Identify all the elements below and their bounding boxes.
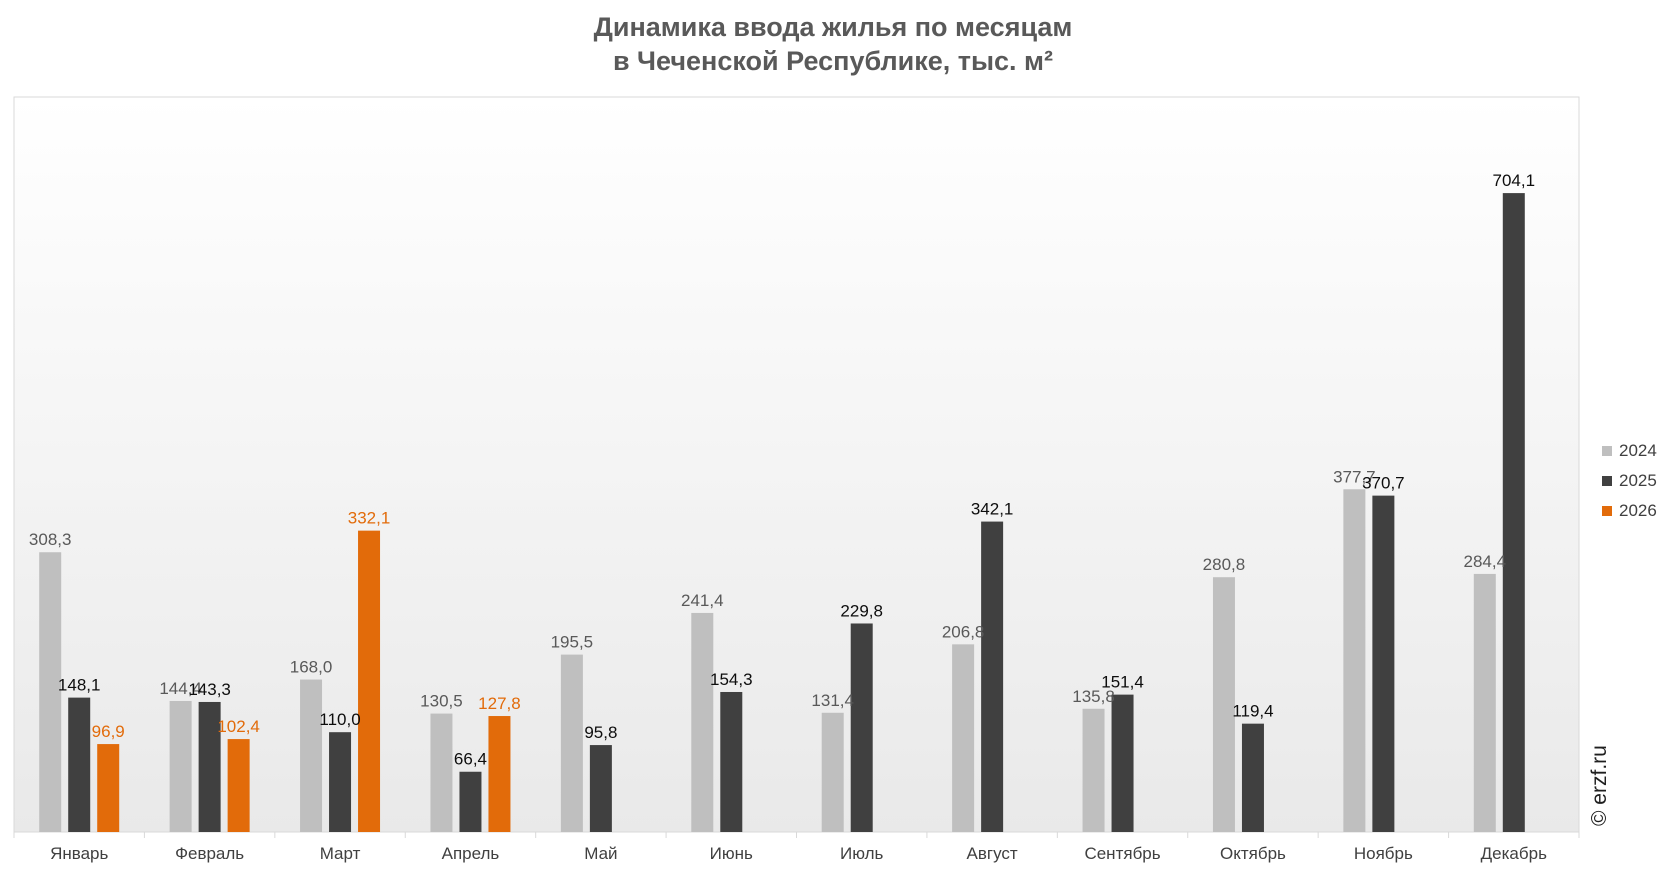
legend-item-2025: 2025 (1602, 466, 1657, 496)
x-axis-labels: Январь Февраль Март Апрель Май Июнь Июль Август… (50, 844, 1547, 863)
bar-2025 (68, 697, 91, 832)
bar-2025 (329, 732, 352, 832)
bar-2024 (300, 679, 323, 832)
x-axis-label: Июнь (710, 844, 753, 863)
bar-2025 (850, 623, 873, 832)
plot-area (13, 96, 1580, 833)
bar-2024 (821, 712, 844, 832)
data-label-2024: 168,0 (290, 658, 333, 677)
bar-2024 (1343, 489, 1366, 832)
chart-title: Динамика ввода жилья по месяцам в Чеченс… (0, 10, 1666, 78)
legend-swatch-2025 (1602, 476, 1612, 486)
x-axis-ticks (13, 832, 1580, 838)
data-label-2025: 95,8 (584, 723, 617, 742)
legend-item-2026: 2026 (1602, 496, 1657, 526)
data-label-2024: 135,8 (1072, 687, 1115, 706)
bar-2024 (430, 713, 453, 832)
legend-swatch-2024 (1602, 446, 1612, 456)
x-axis-label: Август (967, 844, 1018, 863)
data-label-2024: 377,7 (1333, 467, 1376, 486)
bar-2024 (39, 552, 62, 832)
data-label-2024: 308,3 (29, 530, 72, 549)
x-axis-label: Апрель (442, 844, 500, 863)
bars (39, 193, 1525, 832)
bar-2025 (981, 521, 1004, 832)
bar-2026 (97, 744, 120, 832)
bar-2024 (560, 654, 583, 832)
bar-2025 (1502, 193, 1525, 832)
data-label-2025: 148,1 (58, 676, 101, 695)
x-axis-label: Октябрь (1220, 844, 1286, 863)
bar-2025 (1241, 723, 1264, 832)
x-axis-label: Декабрь (1481, 844, 1547, 863)
legend: 2024 2025 2026 (1602, 436, 1657, 526)
data-label-2024: 131,4 (811, 691, 854, 710)
legend-label-2024: 2024 (1619, 441, 1657, 460)
data-label-2025: 370,7 (1362, 474, 1405, 493)
watermark: © erzf.ru (1588, 745, 1611, 826)
x-axis-label: Январь (50, 844, 108, 863)
data-label-2026: 332,1 (348, 509, 391, 528)
chart-title-line-1: Динамика ввода жилья по месяцам (593, 12, 1073, 42)
bar-2025 (589, 745, 612, 832)
bar-2025 (1111, 694, 1134, 832)
data-label-2025: 66,4 (454, 750, 487, 769)
data-label-2024: 241,4 (681, 591, 724, 610)
bar-2024 (1212, 577, 1235, 832)
x-axis-label: Ноябрь (1354, 844, 1413, 863)
data-label-2026: 127,8 (478, 694, 521, 713)
data-label-2025: 119,4 (1232, 702, 1273, 721)
bar-2025 (459, 771, 482, 832)
data-label-2025: 154,3 (710, 670, 753, 689)
legend-label-2025: 2025 (1619, 471, 1657, 490)
bar-2024 (691, 612, 714, 832)
data-label-2024: 144,4 (159, 679, 202, 698)
data-label-2024: 284,4 (1464, 552, 1507, 571)
data-label-2026: 96,9 (92, 722, 125, 741)
bar-2024 (169, 700, 192, 832)
data-label-2025: 110,0 (319, 710, 360, 729)
bar-2026 (358, 530, 381, 832)
x-axis-label: Март (320, 844, 361, 863)
legend-swatch-2026 (1602, 506, 1612, 516)
x-axis-label: Май (584, 844, 617, 863)
bar-2025 (198, 701, 221, 832)
data-label-2025: 151,4 (1101, 673, 1144, 692)
data-label-2024: 206,8 (942, 622, 985, 641)
bar-2025 (720, 691, 743, 832)
bar-2024 (1473, 573, 1496, 832)
bar-2025 (1372, 495, 1395, 832)
x-axis-label: Сентябрь (1084, 844, 1160, 863)
bar-2024 (1082, 708, 1105, 832)
data-label-2025: 342,1 (971, 500, 1014, 519)
bar-2024 (952, 644, 975, 832)
bar-2026 (227, 739, 250, 832)
x-axis-label: Июль (840, 844, 884, 863)
data-label-2025: 229,8 (840, 601, 883, 620)
x-axis-label: Февраль (175, 844, 244, 863)
bar-2026 (488, 716, 511, 832)
data-label-2024: 130,5 (420, 692, 463, 711)
legend-label-2026: 2026 (1619, 501, 1657, 520)
data-label-2024: 280,8 (1203, 555, 1246, 574)
data-label-2026: 102,4 (217, 717, 260, 736)
legend-item-2024: 2024 (1602, 436, 1657, 466)
data-label-2025: 704,1 (1493, 171, 1536, 190)
data-label-2024: 195,5 (551, 633, 594, 652)
chart-title-line-2: в Чеченской Республике, тыс. м² (612, 46, 1054, 76)
data-label-2025: 143,3 (188, 680, 231, 699)
